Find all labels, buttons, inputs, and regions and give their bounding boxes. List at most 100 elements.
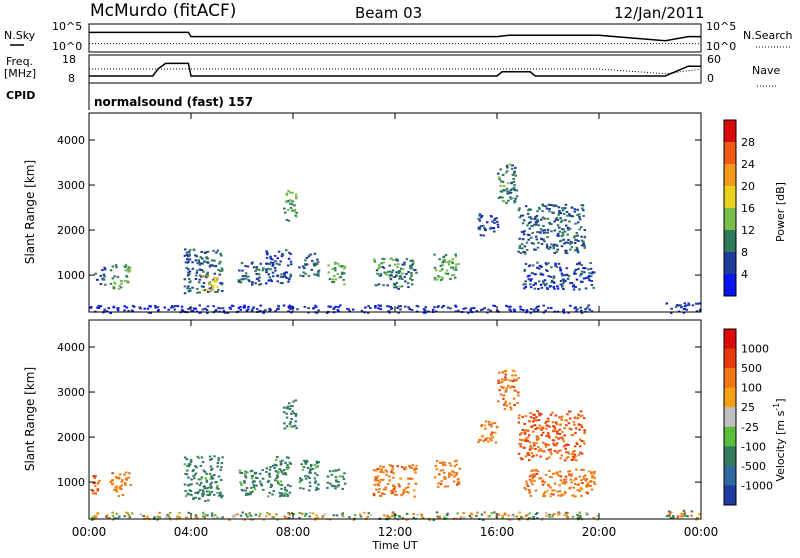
heat-cell bbox=[556, 432, 559, 435]
heat-cell bbox=[493, 219, 496, 221]
heat-cell bbox=[668, 510, 671, 513]
heat-cell bbox=[544, 284, 547, 287]
heat-cell bbox=[238, 280, 241, 283]
heat-cell bbox=[557, 262, 561, 265]
heat-cell bbox=[532, 454, 535, 457]
heat-cell bbox=[511, 196, 514, 199]
heat-cell bbox=[379, 308, 382, 311]
heat-cell bbox=[406, 486, 410, 489]
heat-cell bbox=[559, 220, 563, 223]
heat-cell bbox=[153, 516, 156, 519]
heat-cell bbox=[530, 447, 534, 450]
heat-cell bbox=[698, 310, 702, 313]
heat-cell bbox=[560, 418, 563, 421]
heat-cell bbox=[501, 200, 505, 202]
heat-cell bbox=[552, 285, 555, 288]
heat-cell bbox=[196, 492, 200, 495]
heat-cell bbox=[383, 514, 386, 517]
heat-cell bbox=[439, 483, 443, 486]
heat-cell bbox=[216, 484, 219, 487]
heat-cell bbox=[392, 487, 396, 490]
heat-cell bbox=[579, 515, 582, 517]
heat-cell bbox=[96, 488, 99, 491]
heat-cell bbox=[487, 515, 490, 518]
colorbar-swatch bbox=[724, 120, 736, 143]
heat-cell bbox=[407, 306, 410, 309]
heat-cell bbox=[167, 515, 170, 518]
heat-cell bbox=[197, 478, 201, 481]
heat-cell bbox=[527, 454, 531, 457]
heat-cell bbox=[493, 511, 496, 514]
heat-cell bbox=[578, 423, 581, 426]
heat-cell bbox=[487, 420, 491, 423]
heat-cell bbox=[695, 310, 699, 313]
heat-cell bbox=[291, 203, 294, 206]
heat-cell bbox=[579, 410, 583, 413]
heat-cell bbox=[522, 309, 525, 311]
heat-cell bbox=[286, 484, 290, 487]
heat-cell bbox=[205, 490, 209, 493]
heat-cell bbox=[517, 421, 521, 424]
heat-cell bbox=[294, 414, 298, 417]
heat-cell bbox=[534, 248, 537, 251]
heat-cell bbox=[565, 424, 568, 427]
heat-cell bbox=[555, 444, 558, 447]
heat-cell bbox=[184, 456, 187, 459]
nsky-tick-low: 10^0 bbox=[52, 40, 82, 53]
heat-cell bbox=[192, 496, 196, 499]
heat-cell bbox=[228, 306, 232, 309]
heat-cell bbox=[572, 456, 576, 459]
heat-cell bbox=[519, 252, 523, 255]
heat-cell bbox=[462, 307, 465, 310]
heat-cell bbox=[343, 283, 346, 286]
heat-cell bbox=[564, 279, 567, 282]
heat-cell bbox=[509, 406, 512, 409]
heat-cell bbox=[592, 472, 596, 475]
heat-cell bbox=[587, 268, 590, 271]
heat-cell bbox=[521, 214, 525, 217]
heat-cell bbox=[541, 273, 545, 276]
heat-cell bbox=[586, 492, 589, 495]
heat-cell bbox=[316, 462, 319, 465]
heat-cell bbox=[394, 514, 398, 516]
heat-cell bbox=[379, 274, 383, 277]
heat-cell bbox=[379, 495, 383, 497]
heat-cell bbox=[477, 227, 480, 230]
heat-cell bbox=[511, 369, 515, 372]
heat-cell bbox=[569, 475, 573, 477]
heat-cell bbox=[537, 449, 541, 452]
heat-cell bbox=[289, 420, 292, 423]
heat-cell bbox=[566, 516, 569, 519]
heat-cell bbox=[379, 273, 382, 276]
heat-cell bbox=[386, 514, 389, 517]
heat-cell bbox=[375, 477, 378, 480]
heat-cell bbox=[219, 260, 222, 263]
heat-cell bbox=[283, 272, 286, 275]
heat-cell bbox=[343, 267, 346, 270]
heat-cell bbox=[535, 442, 538, 445]
power-frame bbox=[88, 112, 702, 313]
heat-cell bbox=[512, 180, 516, 183]
heat-cell bbox=[205, 309, 209, 311]
heat-cell bbox=[579, 306, 582, 309]
heat-cell bbox=[329, 482, 332, 485]
heat-cell bbox=[406, 477, 410, 480]
heat-cell bbox=[114, 489, 118, 491]
heat-cell bbox=[565, 514, 569, 517]
heat-cell bbox=[519, 305, 522, 308]
heat-cell bbox=[302, 487, 305, 490]
heat-cell bbox=[296, 308, 299, 311]
heat-cell bbox=[575, 278, 579, 281]
heat-cell bbox=[449, 307, 452, 310]
heat-cell bbox=[336, 485, 339, 488]
nsky-traces bbox=[89, 31, 701, 45]
heat-cell bbox=[395, 494, 398, 496]
heat-cell bbox=[236, 513, 239, 516]
heat-cell bbox=[424, 306, 427, 309]
heat-cell bbox=[382, 261, 385, 264]
heat-cell bbox=[381, 478, 385, 481]
heat-cell bbox=[207, 499, 210, 502]
heat-cell bbox=[443, 477, 446, 480]
heat-cell bbox=[452, 471, 456, 474]
